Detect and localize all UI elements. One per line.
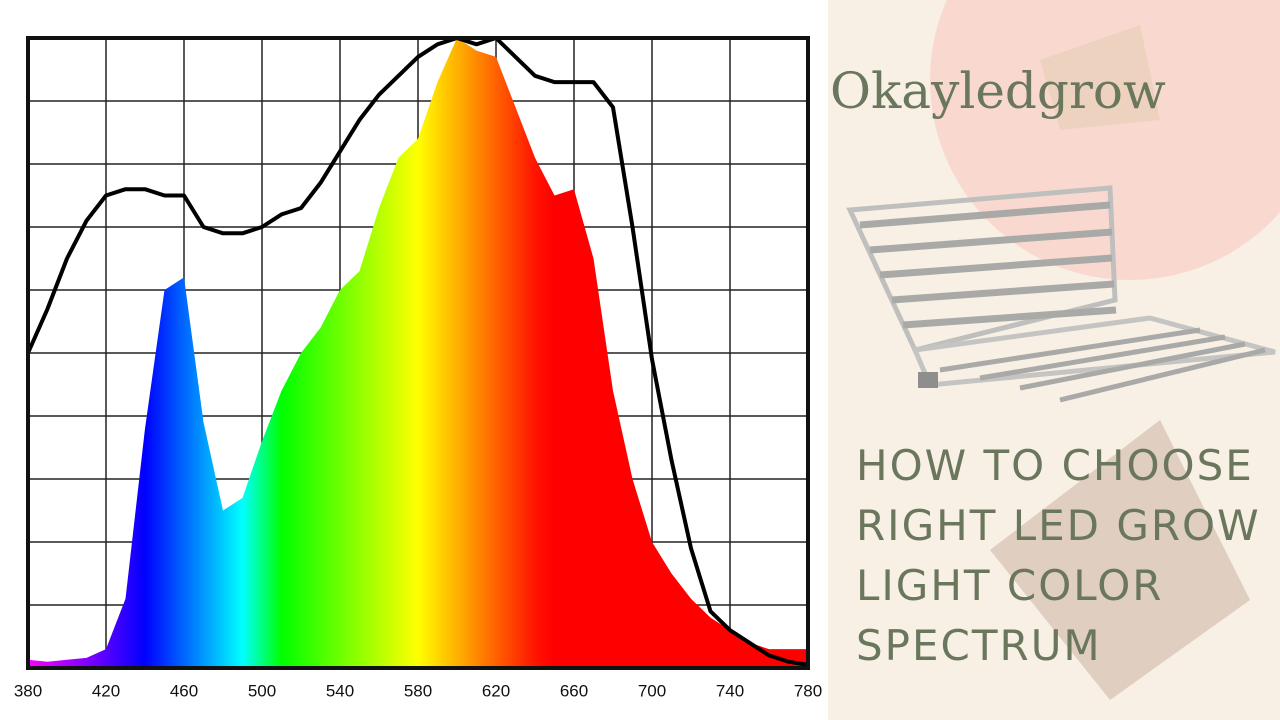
- headline-line: LIGHT COLOR: [856, 561, 1163, 610]
- decor-shape: [990, 420, 1250, 700]
- decor-shape: [1040, 25, 1160, 130]
- x-tick-label: 380: [14, 681, 42, 700]
- x-tick-label: 700: [638, 681, 666, 700]
- x-tick-label: 660: [560, 681, 588, 700]
- x-tick-label: 460: [170, 681, 198, 700]
- x-tick-label: 500: [248, 681, 276, 700]
- headline-line: SPECTRUM: [856, 621, 1102, 670]
- spectrum-area: [28, 38, 808, 668]
- plot-frame: [26, 36, 810, 670]
- brand: Okayledgrow: [830, 62, 1166, 120]
- curve: [26, 36, 809, 667]
- x-tick-label: 780: [794, 681, 822, 700]
- x-tick-label: 420: [92, 681, 120, 700]
- grow-light: [846, 185, 1276, 403]
- plot: 380 420 460 500 540 580 620 660 700 740 780: [14, 36, 822, 700]
- x-tick-label: 620: [482, 681, 510, 700]
- x-tick-label: 580: [404, 681, 432, 700]
- x-tick-label: 740: [716, 681, 744, 700]
- x-tick-label: 540: [326, 681, 354, 700]
- headline-line: HOW TO CHOOSE: [856, 441, 1254, 490]
- headline-line: RIGHT LED GROW: [856, 501, 1261, 550]
